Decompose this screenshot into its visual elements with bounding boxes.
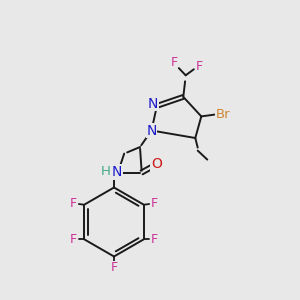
Text: F: F xyxy=(70,233,77,246)
Text: Br: Br xyxy=(216,107,230,121)
Text: F: F xyxy=(151,197,158,210)
Text: F: F xyxy=(70,197,77,210)
Text: N: N xyxy=(112,165,122,179)
Text: F: F xyxy=(151,233,158,246)
Text: H: H xyxy=(101,165,110,178)
Text: O: O xyxy=(151,158,162,171)
Text: F: F xyxy=(171,56,178,69)
Text: N: N xyxy=(148,97,158,110)
Text: N: N xyxy=(146,124,157,137)
Text: F: F xyxy=(196,60,203,73)
Text: F: F xyxy=(110,261,118,274)
